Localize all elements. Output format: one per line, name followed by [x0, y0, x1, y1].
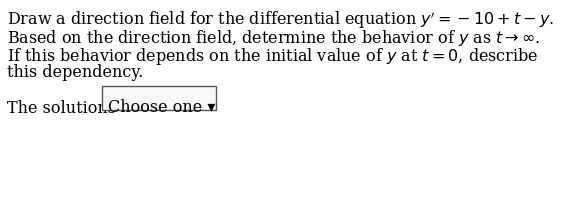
- Text: The solutions: The solutions: [7, 100, 116, 116]
- Text: Choose one ▾: Choose one ▾: [108, 99, 216, 115]
- Text: If this behavior depends on the initial value of $y$ at $t = 0$, describe: If this behavior depends on the initial …: [7, 46, 539, 67]
- Text: Based on the direction field, determine the behavior of $y$ as $t \to \infty.$: Based on the direction field, determine …: [7, 28, 540, 48]
- Text: this dependency.: this dependency.: [7, 64, 144, 81]
- FancyBboxPatch shape: [102, 87, 216, 110]
- Text: Draw a direction field for the differential equation $y' = -10 + t - y.$: Draw a direction field for the different…: [7, 10, 554, 31]
